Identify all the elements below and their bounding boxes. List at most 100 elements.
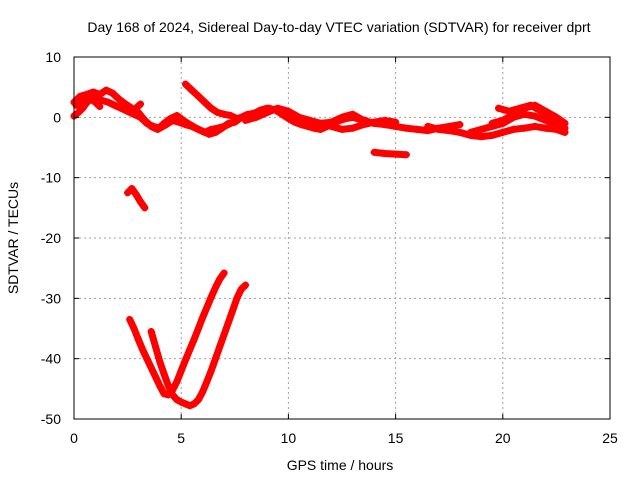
data-point (349, 124, 357, 132)
series-arc-4 (124, 107, 241, 136)
series-line (467, 110, 569, 136)
y-tick-label: 0 (53, 109, 61, 125)
series-arc-13 (124, 185, 149, 212)
data-point (220, 331, 228, 339)
data-point (392, 118, 400, 126)
data-point (96, 102, 104, 110)
data-point (542, 124, 550, 132)
data-point (104, 98, 112, 106)
data-point (173, 396, 181, 404)
data-point (402, 124, 410, 132)
data-point (510, 125, 518, 133)
data-point (169, 116, 177, 124)
data-point (164, 382, 172, 390)
data-point (233, 294, 241, 302)
data-point (143, 355, 151, 363)
data-point (216, 275, 224, 283)
x-tick-label: 20 (495, 430, 511, 446)
y-tick-label: 10 (45, 49, 61, 65)
x-tick-label: 25 (602, 430, 618, 446)
data-point (128, 185, 136, 193)
data-point (499, 116, 507, 124)
data-point (199, 388, 207, 396)
data-point (141, 204, 149, 212)
data-point (124, 107, 132, 115)
data-point (542, 116, 550, 124)
x-tick-label: 0 (70, 430, 78, 446)
series-arc-9 (467, 110, 569, 136)
data-point (160, 370, 168, 378)
data-point (188, 86, 196, 94)
x-tick-label: 10 (281, 430, 297, 446)
data-point (139, 346, 147, 354)
data-point (149, 122, 157, 130)
data-point (147, 328, 155, 336)
y-tick-label: -50 (41, 411, 61, 427)
data-point (181, 400, 189, 408)
data-point (111, 101, 119, 109)
data-point (488, 119, 496, 127)
data-point (151, 343, 159, 351)
axis-ticks (73, 56, 611, 420)
data-point (136, 100, 144, 108)
data-point (130, 325, 138, 332)
data-point (160, 390, 168, 398)
data-series-group (70, 80, 569, 410)
series-arc-15 (147, 281, 250, 410)
data-point (156, 382, 164, 390)
series-arc-6 (242, 104, 464, 135)
y-tick-labels: 10 0 -10 -20 -30 -40 -50 (41, 49, 61, 427)
data-point (117, 104, 125, 112)
data-point (445, 127, 453, 135)
series-arc-11 (488, 101, 569, 127)
data-point (327, 122, 335, 130)
data-point (381, 150, 389, 158)
data-point (201, 128, 209, 136)
x-tick-label: 5 (177, 430, 185, 446)
data-point (291, 118, 299, 126)
chart-title: Day 168 of 2024, Sidereal Day-to-day VTE… (87, 19, 590, 35)
data-point (338, 113, 346, 121)
y-tick-label: -20 (41, 230, 61, 246)
data-point (306, 116, 314, 124)
y-tick-label: -10 (41, 170, 61, 186)
data-point (224, 318, 232, 326)
data-point (98, 96, 106, 104)
data-point (76, 92, 84, 100)
data-point (143, 119, 151, 127)
data-point (199, 314, 207, 322)
data-point (477, 125, 485, 133)
data-point (216, 343, 224, 351)
data-point (520, 104, 528, 112)
data-point (186, 346, 194, 354)
data-point (531, 122, 539, 130)
data-point (297, 121, 305, 129)
data-point (263, 109, 271, 117)
data-point (132, 191, 140, 199)
data-point (91, 98, 99, 106)
data-point (402, 151, 410, 159)
data-point (181, 356, 189, 364)
data-point (214, 109, 222, 117)
y-axis-title: SDTVAR / TECUs (5, 182, 21, 294)
data-point (274, 104, 282, 112)
data-point (359, 121, 367, 129)
data-point (424, 122, 432, 130)
series-line (370, 148, 410, 159)
data-point (220, 110, 228, 118)
data-point (370, 118, 378, 126)
y-tick-label: -30 (41, 290, 61, 306)
series-arc-3 (70, 95, 104, 120)
data-point (173, 378, 181, 386)
data-point (194, 396, 202, 404)
data-point (434, 125, 442, 133)
x-tick-label: 15 (388, 430, 404, 446)
data-point (162, 121, 170, 129)
data-point (74, 109, 82, 117)
data-point (181, 121, 189, 129)
data-point (126, 315, 134, 323)
data-point (203, 378, 211, 386)
data-point (317, 125, 325, 133)
data-point (147, 364, 155, 372)
data-point (190, 400, 198, 408)
